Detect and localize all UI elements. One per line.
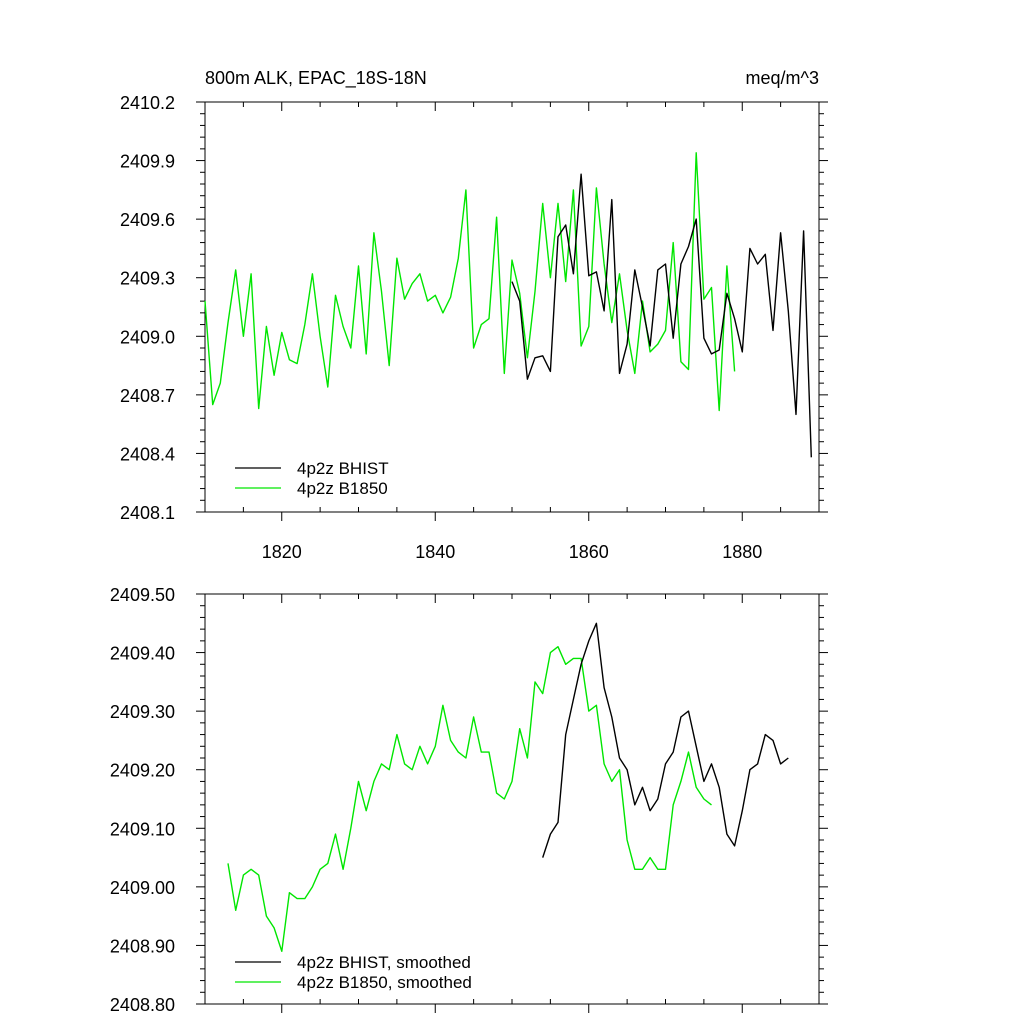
top-ytick-label: 2408.7 [120, 386, 175, 406]
bottom-series-lines [227, 622, 789, 952]
top-legend: 4p2z BHIST 4p2z B1850 [235, 459, 389, 498]
bottom-ytick-label: 2409.10 [110, 819, 175, 839]
top-series-lines [204, 152, 812, 458]
top-tick-labels: 1820 1840 1860 1880 2408.1 2408.4 2408.7 2409.0… [120, 93, 762, 562]
top-panel-units: meq/m^3 [746, 68, 819, 88]
bottom-plot-frame [204, 593, 820, 1005]
top-legend-label-bhist: 4p2z BHIST [297, 459, 389, 478]
top-xtick-label: 1840 [415, 542, 455, 562]
bottom-legend-label-b1850: 4p2z B1850, smoothed [297, 973, 472, 992]
top-ticks [196, 101, 828, 521]
top-series-line-bhist [511, 173, 812, 458]
bottom-tick-labels: 2408.80 2408.90 2409.00 2409.10 2409.20 2409.… [110, 585, 175, 1015]
top-legend-label-b1850: 4p2z B1850 [297, 479, 388, 498]
bottom-ytick-label: 2409.20 [110, 761, 175, 781]
top-ytick-label: 2409.9 [120, 152, 175, 172]
top-ytick-label: 2409.3 [120, 269, 175, 289]
bottom-ytick-label: 2409.00 [110, 878, 175, 898]
bottom-ytick-label: 2408.80 [110, 995, 175, 1015]
top-ytick-label: 2409.0 [120, 327, 175, 347]
top-ytick-label: 2408.4 [120, 444, 175, 464]
bottom-ytick-label: 2409.40 [110, 644, 175, 664]
top-panel: 800m ALK, EPAC_18S-18N meq/m^3 1820 1840 1… [120, 68, 828, 562]
bottom-ytick-label: 2409.50 [110, 585, 175, 605]
top-ytick-label: 2409.6 [120, 210, 175, 230]
top-plot-frame [204, 101, 820, 513]
top-ytick-label: 2408.1 [120, 503, 175, 523]
bottom-ytick-label: 2408.90 [110, 936, 175, 956]
top-panel-title: 800m ALK, EPAC_18S-18N [205, 68, 427, 89]
top-ytick-label: 2410.2 [120, 93, 175, 113]
top-xtick-label: 1880 [722, 542, 762, 562]
top-xtick-label: 1820 [262, 542, 302, 562]
bottom-legend-label-bhist: 4p2z BHIST, smoothed [297, 953, 471, 972]
bottom-ticks [196, 593, 828, 1013]
bottom-legend: 4p2z BHIST, smoothed 4p2z B1850, smoothe… [235, 953, 472, 992]
bottom-panel: 2408.80 2408.90 2409.00 2409.10 2409.20 2409.… [110, 585, 828, 1015]
top-xtick-label: 1860 [569, 542, 609, 562]
bottom-ytick-label: 2409.30 [110, 702, 175, 722]
bottom-series-line-b1850 [227, 646, 712, 952]
bottom-series-line-bhist [542, 622, 789, 858]
top-series-line-b1850 [204, 152, 736, 412]
